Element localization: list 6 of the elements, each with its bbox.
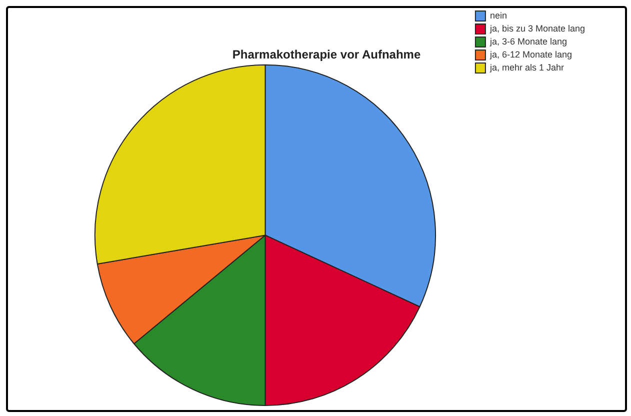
legend-label: ja, 6-12 Monate lang [488, 49, 572, 60]
legend-label: ja, mehr als 1 Jahr [488, 62, 564, 72]
legend-label: ja, 3-6 Monate lang [488, 36, 568, 46]
legend-label: nein [490, 10, 507, 20]
text: Pharmakotherapie vor Aufnahme [232, 48, 421, 62]
legend-label: ja, bis zu 3 Monate lang [488, 23, 586, 34]
